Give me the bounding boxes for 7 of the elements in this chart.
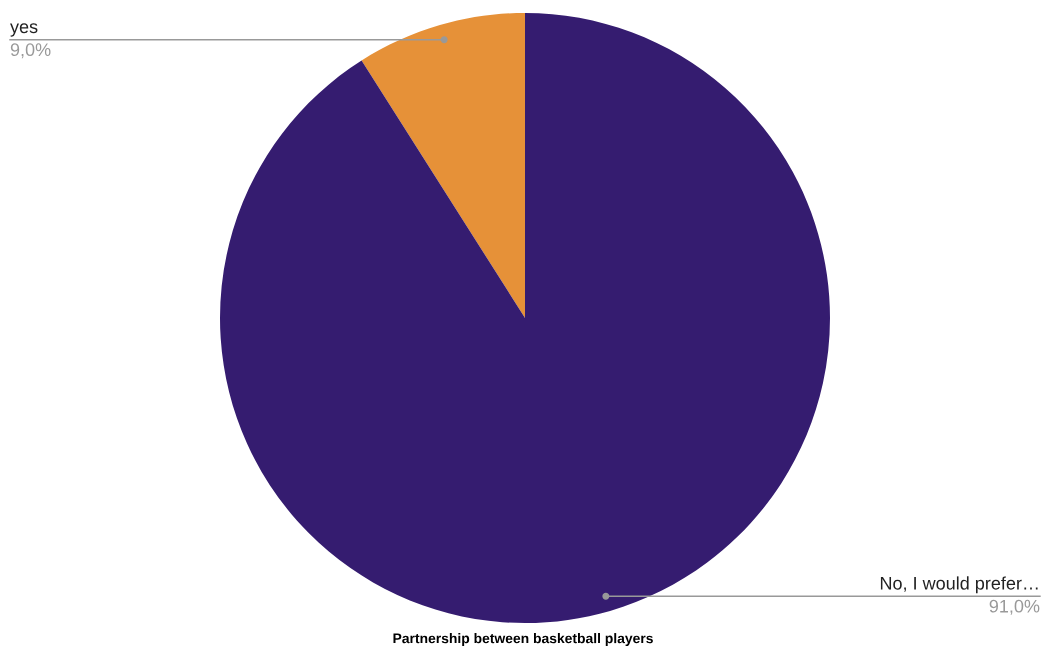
pie-slice	[361, 13, 525, 318]
data-label: 91,0%	[989, 599, 1040, 615]
text: Partnership between basketball players	[393, 633, 653, 646]
slice-label: yes	[10, 23, 38, 37]
data-label: 9,0%	[10, 43, 51, 59]
pie-slice	[220, 13, 830, 623]
slice-label: No, I would prefer…	[880, 576, 1038, 594]
